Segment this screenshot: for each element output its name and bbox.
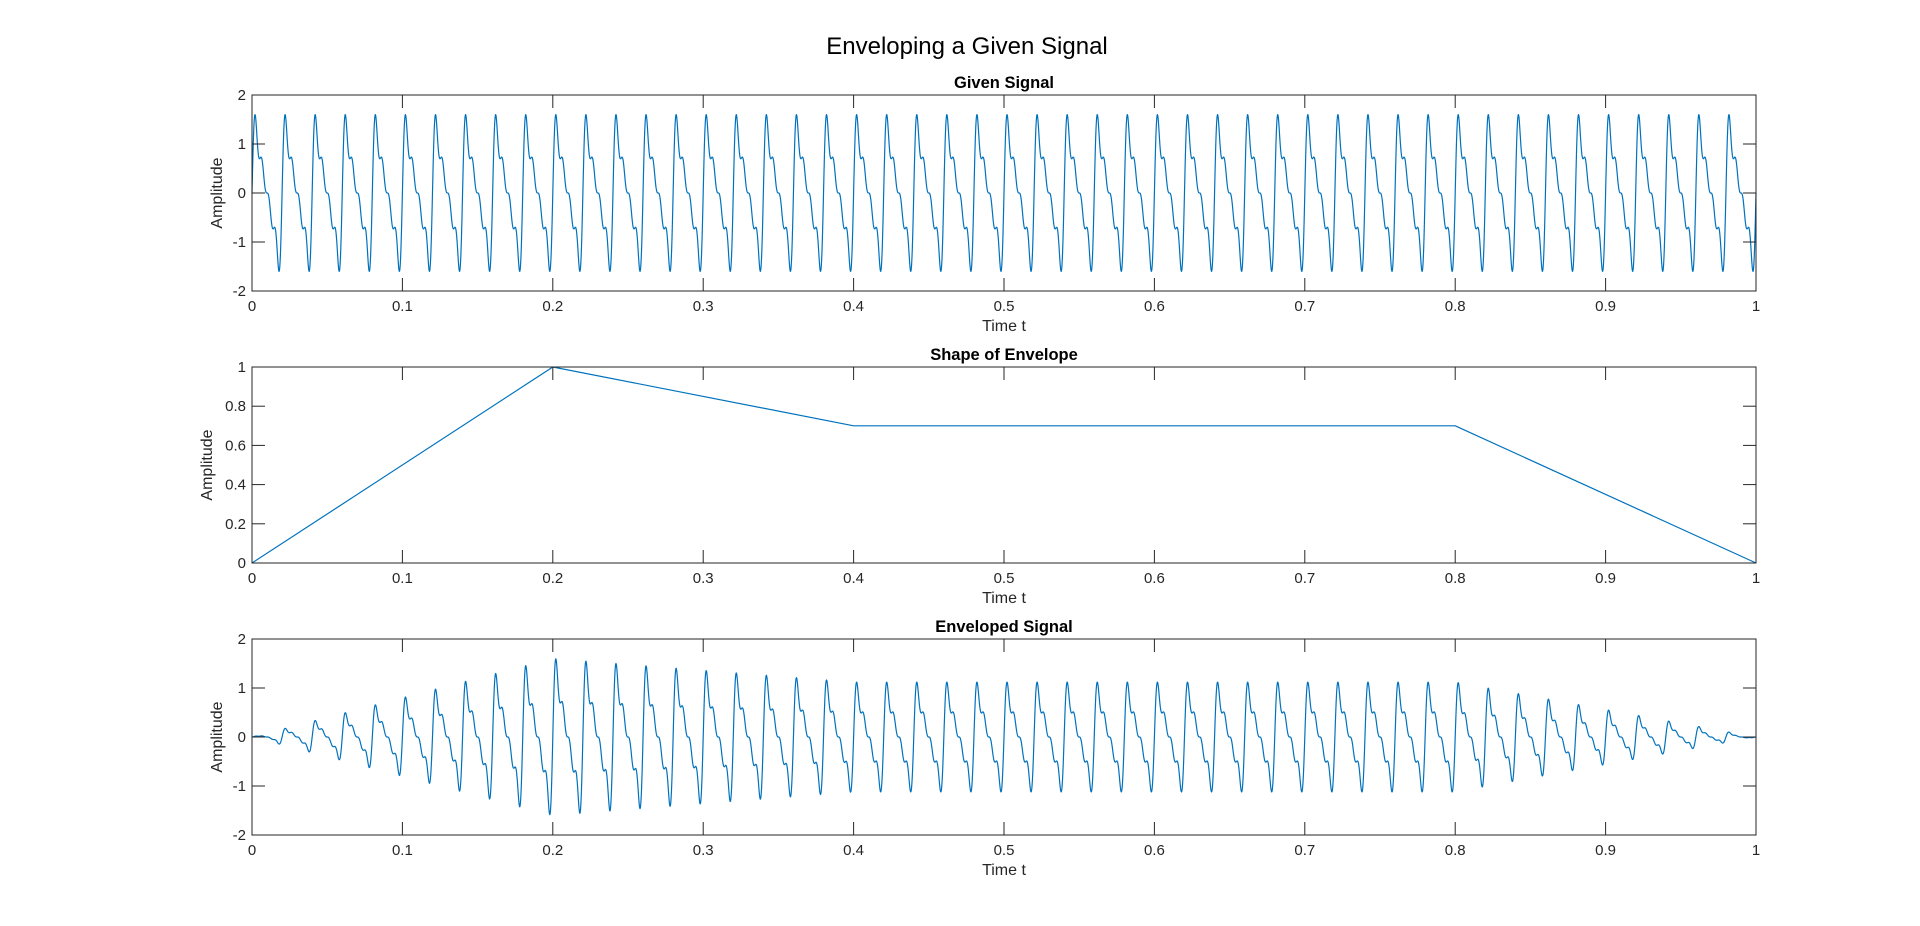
subplots: 0 0.1 0.2 0.3 0.4 0.5 0.6 0.7 0.8 0.9 1 -2 -1 0 1 2 Give… xyxy=(199,74,1760,879)
x-tick-label: 0.3 xyxy=(693,842,714,859)
x-tick-label: 1 xyxy=(1752,570,1760,587)
y-tick-label: 0.2 xyxy=(225,516,246,533)
axes-title: Shape of Envelope xyxy=(930,346,1078,364)
x-tick-label: 1 xyxy=(1752,298,1760,315)
axes-title: Enveloped Signal xyxy=(935,618,1073,636)
y-tick-label: 2 xyxy=(238,87,246,104)
axes-title: Given Signal xyxy=(954,74,1054,92)
x-tick-label: 0.8 xyxy=(1445,298,1466,315)
x-tick-label: 0.2 xyxy=(542,570,563,587)
x-tick-label: 0.8 xyxy=(1445,570,1466,587)
y-tick-label: 0 xyxy=(238,555,246,572)
x-tick-label: 0 xyxy=(248,570,256,587)
y-tick-label: -1 xyxy=(233,234,246,251)
x-axis-label: Time t xyxy=(982,590,1026,607)
subplot-3: 0 0.1 0.2 0.3 0.4 0.5 0.6 0.7 0.8 0.9 1 -2 -1 0 1 2 Enve… xyxy=(209,618,1760,879)
series-line xyxy=(251,366,1757,564)
y-axis-label: Amplitude xyxy=(199,429,216,500)
subplot-1: 0 0.1 0.2 0.3 0.4 0.5 0.6 0.7 0.8 0.9 1 -2 -1 0 1 2 Give… xyxy=(209,74,1760,335)
y-tick-label: 0 xyxy=(238,729,246,746)
x-tick-label: 0.9 xyxy=(1595,842,1616,859)
y-tick-label: 0.4 xyxy=(225,477,246,494)
x-tick-label: 0.7 xyxy=(1294,842,1315,859)
x-tick-label: 0.3 xyxy=(693,298,714,315)
y-tick-label: 1 xyxy=(238,136,246,153)
y-tick-label: -2 xyxy=(233,283,246,300)
x-tick-label: 0.4 xyxy=(843,570,864,587)
y-tick-label: -1 xyxy=(233,778,246,795)
x-tick-label: 0.3 xyxy=(693,570,714,587)
x-tick-label: 0 xyxy=(248,842,256,859)
x-tick-label: 0.2 xyxy=(542,842,563,859)
series-line xyxy=(251,658,1757,816)
y-axis-label: Amplitude xyxy=(209,157,226,228)
x-tick-label: 0.4 xyxy=(843,842,864,859)
y-tick-label: 1 xyxy=(238,359,246,376)
y-tick-label: 0.6 xyxy=(225,437,246,454)
x-tick-label: 0.1 xyxy=(392,842,413,859)
series-line xyxy=(251,113,1757,272)
y-tick-label: 0.8 xyxy=(225,398,246,415)
x-tick-label: 0.5 xyxy=(994,570,1015,587)
x-tick-label: 0.1 xyxy=(392,570,413,587)
y-tick-label: 0 xyxy=(238,185,246,202)
y-tick-label: 2 xyxy=(238,631,246,648)
figure-title: Enveloping a Given Signal xyxy=(826,33,1108,60)
x-tick-label: 0.6 xyxy=(1144,842,1165,859)
y-axis-label: Amplitude xyxy=(209,701,226,772)
x-tick-label: 0.1 xyxy=(392,298,413,315)
y-tick-label: 1 xyxy=(238,680,246,697)
x-axis-label: Time t xyxy=(982,862,1026,879)
x-tick-label: 0.7 xyxy=(1294,298,1315,315)
subplot-2: 0 0.1 0.2 0.3 0.4 0.5 0.6 0.7 0.8 0.9 1 0 0.2 0.4 0.6 0… xyxy=(199,346,1760,607)
x-axis-label: Time t xyxy=(982,318,1026,335)
x-tick-label: 0 xyxy=(248,298,256,315)
x-tick-label: 0.2 xyxy=(542,298,563,315)
x-tick-label: 0.9 xyxy=(1595,298,1616,315)
x-tick-label: 0.7 xyxy=(1294,570,1315,587)
x-tick-label: 0.6 xyxy=(1144,570,1165,587)
x-tick-label: 1 xyxy=(1752,842,1760,859)
axes-background xyxy=(252,367,1756,563)
x-tick-label: 0.6 xyxy=(1144,298,1165,315)
x-tick-label: 0.4 xyxy=(843,298,864,315)
y-tick-label: -2 xyxy=(233,827,246,844)
x-tick-label: 0.5 xyxy=(994,842,1015,859)
x-tick-label: 0.5 xyxy=(994,298,1015,315)
x-tick-label: 0.8 xyxy=(1445,842,1466,859)
x-tick-label: 0.9 xyxy=(1595,570,1616,587)
